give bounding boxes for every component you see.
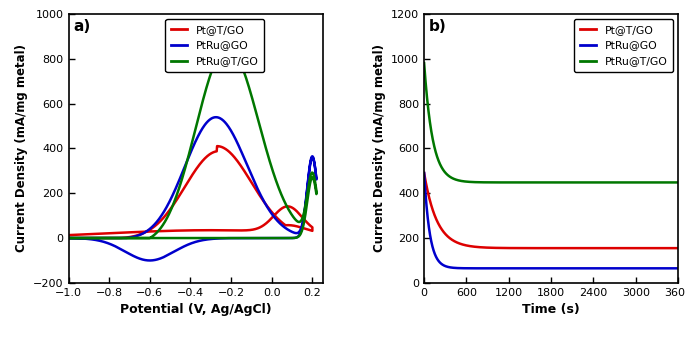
PtRu@GO <box>449 266 457 270</box>
Pt@T/GO <box>528 246 536 250</box>
Line: PtRu@T/GO: PtRu@T/GO <box>424 63 678 183</box>
Pt@T/GO <box>147 227 155 231</box>
PtRu@GO <box>638 266 647 270</box>
PtRu@GO <box>112 245 121 249</box>
PtRu@T/GO <box>64 236 73 240</box>
X-axis label: Potential (V, Ag/AgCl): Potential (V, Ag/AgCl) <box>120 303 271 316</box>
Legend: Pt@T/GO, PtRu@GO, PtRu@T/GO: Pt@T/GO, PtRu@GO, PtRu@T/GO <box>574 19 673 72</box>
Pt@T/GO <box>420 171 428 175</box>
PtRu@GO <box>64 236 73 240</box>
Pt@T/GO <box>286 205 294 209</box>
Y-axis label: Current Density (mA/mg metal): Current Density (mA/mg metal) <box>14 45 27 252</box>
PtRu@GO <box>674 266 682 270</box>
PtRu@T/GO <box>240 236 248 240</box>
Text: b): b) <box>429 19 447 34</box>
Pt@T/GO <box>449 238 457 243</box>
PtRu@GO <box>305 170 313 174</box>
PtRu@T/GO <box>262 236 271 240</box>
Line: PtRu@GO: PtRu@GO <box>68 117 316 260</box>
PtRu@T/GO <box>642 180 650 185</box>
Pt@T/GO <box>669 246 677 250</box>
PtRu@GO <box>212 115 220 119</box>
PtRu@T/GO <box>223 45 232 49</box>
Legend: Pt@T/GO, PtRu@GO, PtRu@T/GO: Pt@T/GO, PtRu@GO, PtRu@T/GO <box>165 19 264 72</box>
Line: PtRu@GO: PtRu@GO <box>424 173 678 268</box>
Pt@T/GO <box>517 246 525 250</box>
PtRu@GO <box>528 266 536 270</box>
Y-axis label: Current Density (mA/mg metal): Current Density (mA/mg metal) <box>373 45 386 252</box>
PtRu@GO <box>642 266 650 270</box>
PtRu@T/GO <box>674 180 682 185</box>
Pt@T/GO <box>464 244 472 248</box>
Pt@T/GO <box>642 246 650 250</box>
PtRu@T/GO <box>449 177 457 181</box>
PtRu@GO <box>669 266 677 270</box>
Pt@T/GO <box>213 144 221 148</box>
PtRu@GO <box>146 258 154 263</box>
PtRu@GO <box>420 171 428 175</box>
PtRu@T/GO <box>305 181 313 185</box>
Pt@T/GO <box>64 233 73 237</box>
PtRu@T/GO <box>75 236 84 240</box>
PtRu@T/GO <box>68 236 77 240</box>
Pt@T/GO <box>64 236 73 240</box>
PtRu@T/GO <box>464 180 472 184</box>
Pt@T/GO <box>674 246 682 250</box>
Line: Pt@T/GO: Pt@T/GO <box>68 146 312 238</box>
Pt@T/GO <box>129 234 137 238</box>
PtRu@T/GO <box>64 236 73 240</box>
Text: a): a) <box>73 19 91 34</box>
PtRu@GO <box>262 236 271 240</box>
Line: PtRu@T/GO: PtRu@T/GO <box>68 47 316 238</box>
PtRu@GO <box>464 266 472 270</box>
PtRu@T/GO <box>517 180 525 185</box>
PtRu@T/GO <box>113 236 121 240</box>
PtRu@T/GO <box>669 180 677 185</box>
Pt@T/GO <box>277 219 285 223</box>
X-axis label: Time (s): Time (s) <box>522 303 580 316</box>
Pt@T/GO <box>296 212 304 216</box>
Pt@T/GO <box>229 154 238 158</box>
PtRu@T/GO <box>420 61 428 65</box>
PtRu@GO <box>68 236 77 240</box>
PtRu@GO <box>517 266 525 270</box>
PtRu@GO <box>64 236 73 240</box>
PtRu@T/GO <box>528 180 536 185</box>
PtRu@GO <box>75 236 84 240</box>
Line: Pt@T/GO: Pt@T/GO <box>424 173 678 248</box>
PtRu@GO <box>240 236 248 240</box>
